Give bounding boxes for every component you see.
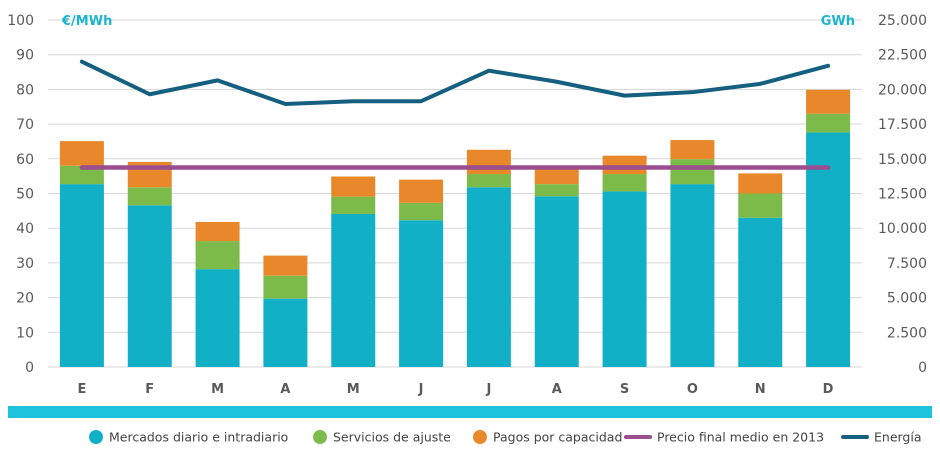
bar-segment [534, 169, 579, 185]
right-tick-label: 2.500 [887, 325, 927, 341]
left-tick-label: 60 [16, 152, 34, 168]
bar-segment [534, 184, 579, 197]
bar-segment [399, 220, 444, 367]
left-tick-label: 70 [16, 117, 34, 133]
bar-segment [399, 179, 444, 203]
category-label: N [755, 382, 766, 397]
right-tick-label: 17.500 [878, 117, 927, 133]
category-label: M [211, 382, 224, 397]
category-label: J [485, 382, 491, 397]
bar-segment [806, 132, 851, 367]
series-line [79, 59, 831, 106]
left-tick-label: 90 [16, 48, 34, 64]
bar-segment [331, 176, 376, 197]
category-label: A [552, 382, 562, 397]
category-label: E [77, 382, 86, 397]
bar-segment [195, 241, 240, 270]
right-tick-label: 0 [918, 360, 927, 376]
legend-swatch [313, 430, 327, 444]
legend-swatch [473, 430, 487, 444]
right-tick-label: 25.000 [878, 13, 927, 29]
bar-segment [59, 141, 104, 166]
bar-segment [670, 184, 715, 367]
legend-label: Mercados diario e intradiario [109, 430, 288, 445]
right-tick-label: 12.500 [878, 187, 927, 203]
legend-label: Servicios de ajuste [333, 430, 451, 445]
bar-segment [602, 174, 647, 192]
bar-segment [738, 173, 783, 194]
bar-segment [738, 217, 783, 367]
bar-segment [263, 298, 308, 367]
grid-lines [48, 19, 862, 368]
right-tick-label: 10.000 [878, 221, 927, 237]
tick-labels: 100908070605040302010025.00022.50020.000… [7, 13, 927, 376]
right-axis-unit: GWh [821, 14, 855, 29]
bar-segment [331, 196, 376, 214]
bar-segment [806, 113, 851, 133]
category-label: D [823, 382, 834, 397]
left-tick-label: 100 [7, 13, 34, 29]
legend: Mercados diario e intradiario Servicios d… [89, 430, 922, 445]
bar-segment [59, 165, 104, 185]
category-label: O [687, 382, 698, 397]
legend-swatch [89, 430, 103, 444]
category-label: F [145, 382, 154, 397]
bar-segment [399, 202, 444, 221]
right-tick-label: 22.500 [878, 48, 927, 64]
legend-label: Energía [874, 430, 922, 445]
legend-label: Precio final medio en 2013 [657, 430, 824, 445]
bar-segment [466, 174, 511, 188]
right-tick-label: 5.000 [887, 291, 927, 307]
bar-segment [127, 187, 172, 206]
bar-segment [738, 193, 783, 218]
legend-label: Pagos por capacidad [493, 430, 622, 445]
category-label: M [347, 382, 360, 397]
left-tick-label: 20 [16, 291, 34, 307]
axis-band [8, 406, 932, 418]
bar-segment [59, 184, 104, 367]
bar-segment [806, 89, 851, 114]
left-tick-label: 50 [16, 187, 34, 203]
bar-segment [195, 269, 240, 367]
bar-segment [466, 149, 511, 175]
left-tick-label: 30 [16, 256, 34, 272]
left-tick-label: 40 [16, 221, 34, 237]
left-tick-label: 80 [16, 82, 34, 98]
right-tick-label: 7.500 [887, 256, 927, 272]
category-label: A [280, 382, 290, 397]
category-label: J [418, 382, 424, 397]
bar-segment [127, 205, 172, 367]
left-tick-label: 10 [16, 325, 34, 341]
bar-segment [331, 213, 376, 367]
bar-segment [670, 159, 715, 185]
bar-segment [670, 140, 715, 160]
bar-segment [195, 221, 240, 242]
bar-segment [263, 275, 308, 299]
category-label: S [620, 382, 629, 397]
bars [59, 89, 851, 367]
bar-segment [602, 155, 647, 175]
right-tick-label: 15.000 [878, 152, 927, 168]
bar-segment [466, 187, 511, 367]
right-tick-label: 20.000 [878, 82, 927, 98]
left-tick-label: 0 [25, 360, 34, 376]
bar-segment [602, 191, 647, 367]
bar-segment [263, 255, 308, 276]
bar-segment [534, 196, 579, 367]
lines [79, 59, 831, 170]
left-axis-unit: €/MWh [61, 14, 112, 29]
